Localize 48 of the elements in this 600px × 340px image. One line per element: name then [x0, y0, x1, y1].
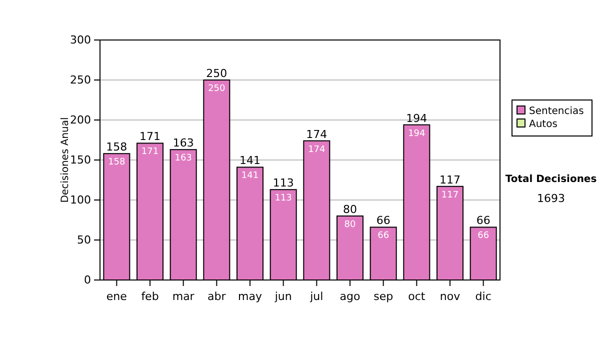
x-tick-label: ene	[106, 290, 128, 303]
total-label: 171	[140, 130, 160, 144]
total-label: 194	[406, 112, 428, 125]
y-tick-label: 200	[70, 114, 91, 127]
legend-label: Sentencias	[529, 106, 584, 117]
text: 1693	[537, 192, 565, 205]
data-label: 250	[208, 84, 226, 94]
text: Total Decisiones	[505, 174, 597, 185]
data-label: 158	[108, 158, 126, 168]
x-tick-label: nov	[440, 290, 461, 303]
total-label: 158	[106, 140, 128, 154]
x-tick-label: ago	[340, 290, 360, 303]
total-label: 66	[476, 214, 490, 228]
x-tick-label: jul	[309, 290, 324, 303]
y-tick-label: 300	[70, 34, 91, 47]
data-label: 163	[174, 154, 192, 164]
x-tick-label: mar	[172, 290, 195, 303]
total-label: 113	[272, 176, 294, 190]
data-label: 113	[274, 194, 292, 204]
data-label: 117	[441, 190, 459, 200]
x-tick-label: abr	[208, 290, 226, 303]
x-tick-label: jun	[274, 290, 292, 303]
y-tick-label: 250	[70, 74, 91, 87]
total-label: 141	[240, 154, 260, 168]
y-axis-title: Decisiones Anual	[60, 117, 71, 203]
x-tick-label: may	[238, 290, 262, 303]
data-label: 171	[141, 147, 159, 158]
x-tick-label: feb	[141, 290, 159, 303]
y-tick-label: 150	[70, 154, 91, 167]
total-label: 66	[376, 214, 390, 228]
data-label: 66	[378, 231, 390, 242]
total-label: 163	[172, 136, 194, 150]
y-tick-label: 0	[84, 274, 91, 287]
x-tick-label: oct	[408, 290, 426, 303]
data-label: 141	[241, 171, 259, 182]
y-tick-label: 100	[70, 194, 91, 207]
data-label: 194	[408, 128, 426, 139]
data-label: 174	[308, 144, 326, 155]
total-label: 174	[306, 128, 328, 141]
data-label: 66	[478, 231, 490, 242]
total-label: 250	[206, 67, 228, 80]
x-tick-label: dic	[475, 290, 492, 303]
data-label: 80	[344, 220, 356, 230]
total-label: 117	[440, 173, 460, 186]
x-tick-label: sep	[374, 290, 394, 303]
y-tick-label: 50	[77, 234, 91, 247]
legend-label: Autos	[529, 119, 558, 130]
total-label: 80	[343, 203, 357, 216]
